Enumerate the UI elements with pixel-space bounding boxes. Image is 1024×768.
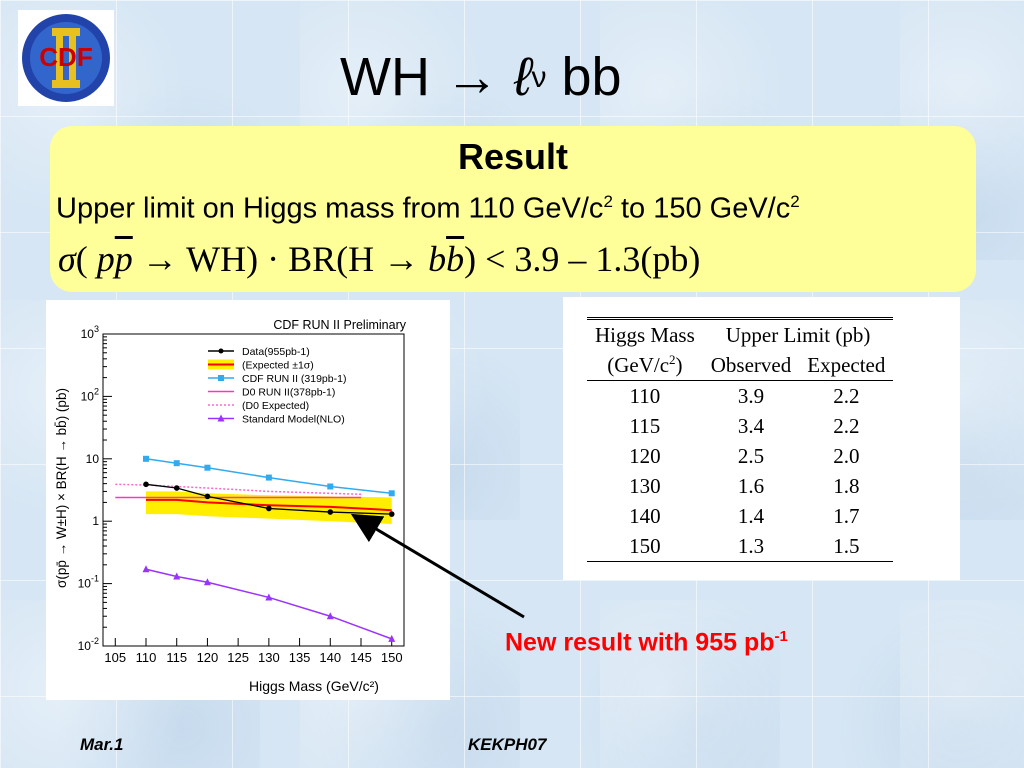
table-row: 150 1.3 1.5 [587,531,894,562]
legend-swatch-marker [218,375,224,381]
cdf-319-point [173,460,180,467]
y-tick-label: 10 [86,452,100,466]
legend-label: Standard Model(NLO) [242,414,345,426]
legend-label: CDF RUN II (319pb-1) [242,373,346,385]
data-point [388,511,395,517]
slide-title: WH → ℓν bb [340,47,622,107]
x-tick-label: 140 [319,650,341,665]
y-axis-label: σ(pp̄ → W±H) × BR(H → bb̄) (pb) [54,388,69,588]
limit-chart-panel: CDF RUN II Preliminary 105 110 115 120 125 13… [46,300,450,700]
sm-point [388,634,396,642]
cdf-319-point [327,483,334,490]
footer-conference: KEKPH07 [468,735,547,754]
cdf-319-line [145,458,392,495]
header-upper-limit: Upper Limit (pb) [702,317,894,350]
table-cell: 2.2 [833,413,860,438]
header-mass: Higgs Mass [587,317,703,350]
sm-point [203,578,211,586]
sm-line [145,568,392,640]
table-row: 115 3.4 2.2 [587,411,893,441]
table-cell: 140 [629,503,661,528]
table-row: 130 1.6 1.8 [587,471,893,501]
table-cell: 2.5 [737,443,765,468]
data-point [204,493,211,500]
table-row: 140 1.4 1.7 [587,501,893,531]
sm-point [142,565,150,573]
result-description: Upper limit on Higgs mass from 110 GeV/c… [56,192,800,225]
legend-swatch-marker [217,414,225,422]
table-row: 120 2.5 2.0 [587,441,893,471]
y-tick-label: 1 [92,514,99,528]
sm-point [326,612,334,620]
results-table: Higgs Mass Upper Limit (pb) (GeV/c2) Obs… [587,317,894,562]
table-cell: 3.9 [737,383,765,408]
cdf-319-point [388,490,395,497]
legend-label: D0 RUN II(378pb-1) [242,387,335,399]
results-table-panel: Higgs Mass Upper Limit (pb) (GeV/c2) Obs… [563,297,960,580]
table-cell: 1.4 [737,503,765,528]
cdf-319-point [265,474,272,481]
table-cell: 1.5 [799,531,894,562]
x-tick-label: 120 [197,650,219,665]
legend-label: Data(955pb-1) [242,346,310,358]
data-point [266,505,272,512]
table-cell: 150 [587,531,703,562]
table-cell: 115 [629,413,661,438]
limit-chart: CDF RUN II Preliminary 105 110 115 120 125 13… [54,318,407,694]
data-point [173,485,180,491]
sm-point [265,593,273,601]
cdf-319-point [143,455,149,462]
header-expected: Expected [799,350,894,381]
legend-label: (D0 Expected) [242,400,309,412]
x-axis-label: Higgs Mass (GeV/c²) [249,678,379,694]
cdf-logo: CDF [18,10,114,106]
table-cell: 120 [629,443,661,468]
x-tick-label: 145 [350,650,372,665]
table-cell: 2.0 [833,443,860,468]
table-cell: 1.6 [737,473,765,498]
legend-swatch-marker [218,348,224,354]
x-tick-label: 105 [104,650,126,665]
logo-text: CDF [39,42,92,72]
chart-title: CDF RUN II Preliminary [273,318,406,332]
x-tick-label: 115 [166,650,187,665]
x-tick-label: 135 [289,650,311,665]
x-tick-label: 110 [136,650,157,665]
data-point [143,481,149,488]
table-cell: 1.8 [833,473,860,498]
table-row: 110 3.9 2.2 [587,381,893,412]
result-heading: Result [457,136,569,177]
header-observed: Observed [702,350,800,381]
header-mass-unit: (GeV/c2) [587,350,703,381]
data-point [327,509,334,515]
data-line [145,483,392,515]
cross-section-formula: σ( pp → WH) · BR(H → bb) < 3.9 – 1.3(pb) [58,239,701,279]
cdf-319-point [204,464,211,471]
plot-frame [102,333,405,647]
legend-label: (Expected ±1σ) [242,360,314,372]
sm-point [173,572,181,580]
table-cell: 1.3 [702,531,800,562]
x-tick-label: 125 [227,650,249,665]
new-result-callout: New result with 955 pb-1 [505,628,788,657]
expected-line [146,498,392,512]
x-tick-label: 130 [258,650,280,665]
table-cell: 110 [629,383,661,408]
table-cell: 3.4 [737,413,765,438]
table-cell: 130 [629,473,661,498]
table-cell: 1.7 [833,503,860,528]
x-tick-label: 150 [381,650,403,665]
footer-date: Mar.1 [80,735,124,754]
result-box: Result Upper limit on Higgs mass from 11… [50,126,976,292]
table-cell: 2.2 [833,383,860,408]
